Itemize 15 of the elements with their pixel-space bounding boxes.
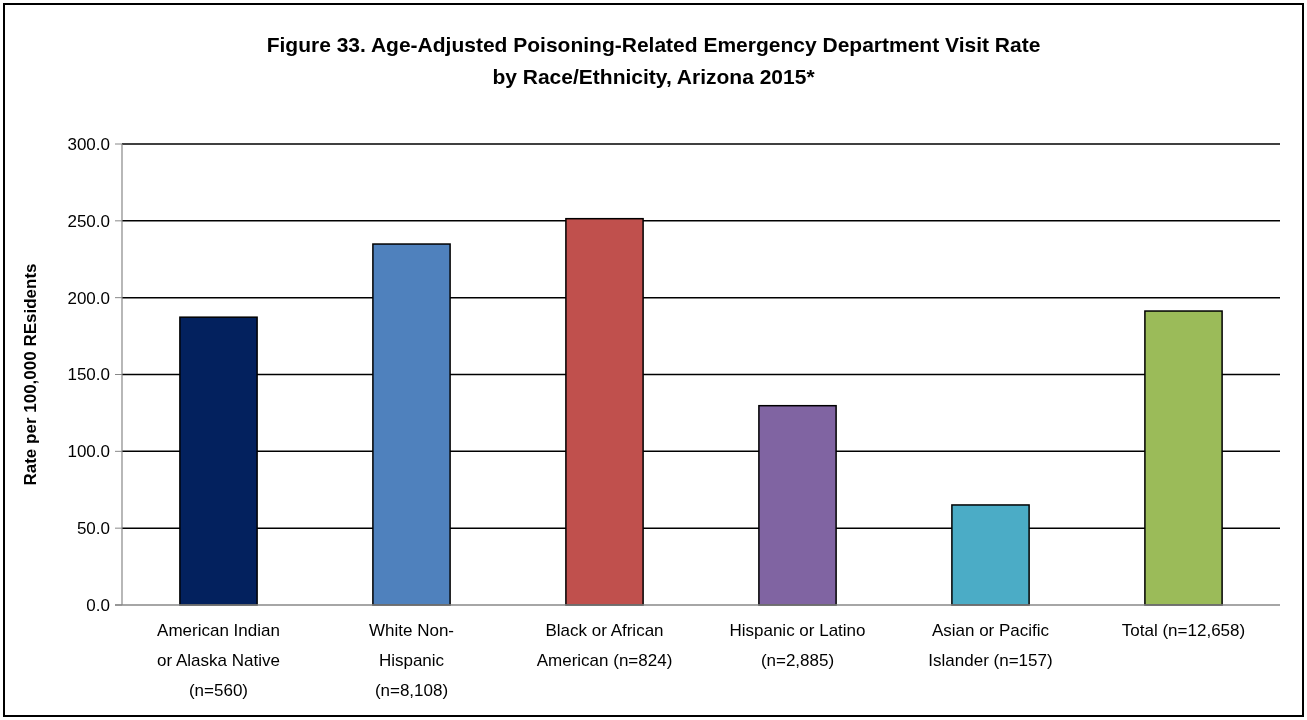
y-tick-label: 250.0: [67, 211, 110, 231]
x-tick-label: Total (n=12,658): [1121, 621, 1246, 640]
y-tick-label: 0.0: [86, 595, 110, 615]
y-tick-label: 50.0: [76, 519, 110, 539]
x-tick-label: Hispanic or Latino (n=2,885): [729, 621, 866, 670]
x-tick-label: White Non-Hispanic (n=8,108): [368, 621, 455, 700]
x-tick-label: Black or African American (n=824): [536, 621, 673, 670]
x-tick-label: American Indian or Alaska Native (n=560): [157, 621, 280, 700]
x-tick-label: Asian or Pacific Islander (n=157): [928, 621, 1053, 670]
chart-title: Figure 33. Age-Adjusted Poisoning-Related Emergency Department Visit Rate by Race/Ethnicity, Arizona 2015*: [266, 33, 1041, 88]
y-tick-label: 200.0: [67, 288, 110, 308]
y-tick-label: 150.0: [67, 365, 110, 385]
y-tick-label: 100.0: [67, 442, 110, 462]
y-tick-label: 300.0: [67, 134, 110, 154]
y-axis-title: Rate per 100,000 REsidents: [21, 263, 40, 486]
